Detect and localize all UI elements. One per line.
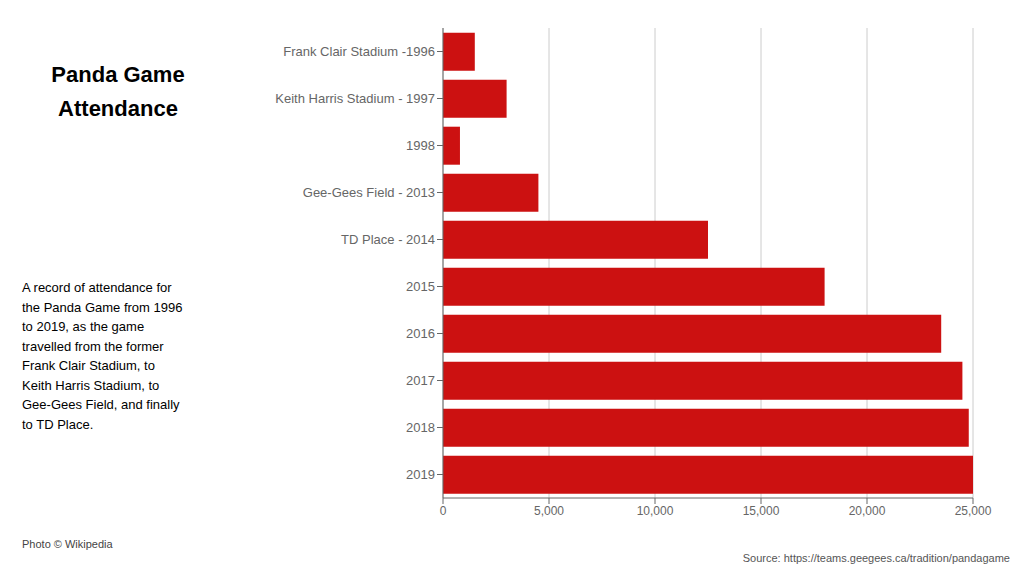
- svg-text:Keith Harris Stadium - 1997: Keith Harris Stadium - 1997: [275, 91, 435, 106]
- svg-text:2019: 2019: [406, 467, 435, 482]
- html-text:Source: https://teams.geegees.: Source: https://teams.geegees.ca/traditi…: [742, 552, 1010, 564]
- html-text:Panda Game: Panda Game: [51, 62, 185, 87]
- svg-text:0: 0: [440, 504, 447, 518]
- svg-text:2018: 2018: [406, 420, 435, 435]
- svg-text:10,000: 10,000: [637, 504, 674, 518]
- svg-text:15,000: 15,000: [743, 504, 780, 518]
- svg-text:1998: 1998: [406, 138, 435, 153]
- svg-text:2015: 2015: [406, 279, 435, 294]
- html-text:Attendance: Attendance: [58, 96, 178, 121]
- html-text:A record of attendance for the: A record of attendance for the Panda Gam…: [22, 280, 183, 432]
- svg-text:Gee-Gees Field - 2013: Gee-Gees Field - 2013: [303, 185, 435, 200]
- svg-text:2017: 2017: [406, 373, 435, 388]
- svg-text:25,000: 25,000: [955, 504, 992, 518]
- svg-text:Frank Clair Stadium -1996: Frank Clair Stadium -1996: [283, 44, 435, 59]
- html-text:Photo © Wikipedia: Photo © Wikipedia: [22, 538, 113, 550]
- svg-text:5,000: 5,000: [534, 504, 564, 518]
- svg-text:2016: 2016: [406, 326, 435, 341]
- svg-text:20,000: 20,000: [849, 504, 886, 518]
- svg-text:TD Place - 2014: TD Place - 2014: [341, 232, 435, 247]
